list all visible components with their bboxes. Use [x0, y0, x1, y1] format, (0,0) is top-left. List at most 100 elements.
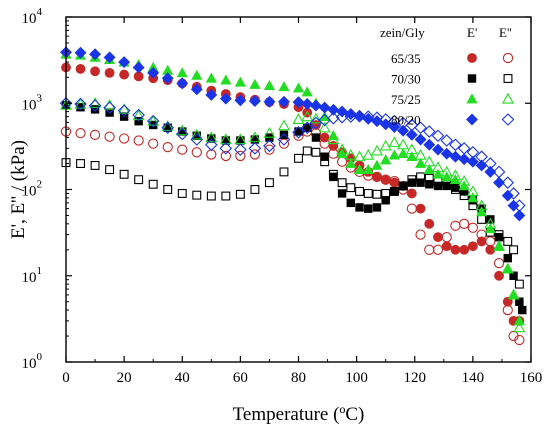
data-point-storage [336, 148, 348, 159]
data-point-storage [353, 163, 366, 174]
data-point-storage [161, 72, 174, 85]
data-point-loss [459, 218, 470, 229]
data-point-storage [205, 72, 217, 83]
data-point-storage [119, 69, 130, 80]
data-point-storage [388, 149, 400, 160]
legend-marker-storage [466, 113, 478, 126]
data-point-storage [362, 163, 374, 174]
data-point-storage [327, 130, 339, 141]
legend-marker-storage [467, 74, 477, 83]
data-point-storage [263, 95, 276, 108]
data-point-loss [89, 129, 101, 141]
data-point-storage [484, 223, 496, 234]
x-tick-label: 40 [175, 370, 190, 386]
data-point-loss [263, 139, 276, 153]
data-point-storage [513, 209, 526, 222]
data-point-loss [264, 144, 275, 155]
data-point-storage [76, 102, 85, 112]
data-point-loss [206, 149, 217, 160]
legend-marker-loss [502, 52, 514, 64]
data-point-storage [397, 124, 410, 137]
data-point-storage [104, 67, 115, 78]
data-point-loss [248, 142, 262, 155]
data-point-storage [353, 110, 366, 123]
data-point-storage [518, 305, 527, 315]
data-point-storage [327, 103, 340, 116]
data-point-storage [346, 198, 356, 208]
data-point-storage [406, 151, 418, 162]
data-point-storage [176, 67, 188, 78]
legend-label: 80/20 [391, 113, 421, 128]
data-point-storage [515, 297, 524, 306]
data-point-storage [318, 101, 331, 114]
data-point-storage [205, 88, 218, 101]
legend-col-storage: E' [467, 25, 477, 40]
data-point-loss [192, 190, 202, 200]
data-point-storage [90, 105, 100, 114]
data-point-loss [431, 129, 445, 143]
data-point-loss [221, 191, 231, 201]
data-point-loss [507, 187, 520, 200]
data-point-storage [467, 192, 479, 203]
data-point-storage [433, 181, 443, 191]
legend-marker-loss [502, 92, 514, 104]
data-point-loss [388, 136, 401, 148]
data-point-storage [337, 189, 347, 198]
data-point-storage [503, 253, 512, 263]
data-point-storage [414, 133, 427, 146]
axis-labels: 0 20 40 60 80 100 120 140 160 100 101 102 103 104 [22, 6, 543, 386]
data-point-loss [134, 175, 144, 185]
data-point-storage [466, 155, 479, 168]
data-point-loss [397, 138, 410, 150]
data-point-storage [416, 178, 425, 187]
data-point-loss [301, 110, 314, 122]
data-point-storage [371, 115, 383, 128]
data-point-loss [146, 114, 160, 128]
data-point-loss [414, 121, 427, 135]
data-point-storage [423, 163, 435, 174]
data-point-storage [441, 241, 452, 252]
data-point-loss [74, 97, 87, 111]
data-point-storage [278, 95, 290, 108]
data-point-loss [250, 185, 260, 194]
data-point-loss [90, 160, 100, 170]
data-point-loss [220, 150, 231, 162]
data-point-storage [301, 98, 314, 110]
data-point-storage [249, 78, 261, 89]
data-point-loss [104, 131, 115, 142]
data-point-storage [432, 168, 444, 179]
legend-marker-loss [501, 113, 515, 126]
data-point-loss [372, 189, 382, 199]
data-point-storage [74, 46, 87, 59]
data-point-loss [118, 133, 130, 144]
plot-series [59, 46, 527, 346]
data-point-storage [178, 127, 187, 136]
data-point-loss [177, 144, 188, 155]
data-point-storage [132, 61, 145, 74]
data-point-storage [364, 204, 373, 213]
data-point-storage [449, 150, 462, 163]
data-point-storage [476, 206, 488, 217]
data-point-storage [190, 83, 203, 96]
legend-header: zein/Gly [380, 25, 425, 40]
data-point-loss [148, 179, 158, 189]
data-point-loss [74, 97, 87, 109]
data-point-loss [379, 139, 392, 151]
data-point-storage [494, 232, 504, 242]
data-point-storage [176, 77, 189, 90]
data-point-loss [148, 138, 159, 149]
data-point-loss [235, 150, 246, 162]
data-point-storage [380, 174, 391, 185]
data-point-storage [415, 203, 426, 214]
data-point-loss [278, 138, 290, 149]
data-point-storage [311, 133, 321, 142]
data-point-loss [441, 232, 452, 243]
data-point-storage [371, 159, 383, 170]
data-point-storage [103, 51, 116, 64]
data-point-loss [292, 113, 305, 124]
data-point-storage [507, 199, 520, 212]
data-point-loss [509, 245, 519, 255]
series-65-35 [60, 62, 525, 346]
data-point-loss [493, 257, 505, 269]
data-point-loss [277, 119, 290, 131]
